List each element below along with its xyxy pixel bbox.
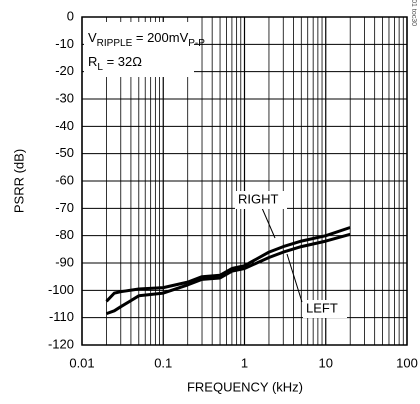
subscript: L bbox=[97, 62, 103, 73]
condition-text: VRIPPLE = 200mVP-P bbox=[88, 30, 205, 48]
x-axis-label: FREQUENCY (kHz) bbox=[187, 379, 303, 394]
y-tick-label: -110 bbox=[49, 309, 74, 324]
y-tick-label: -90 bbox=[55, 254, 74, 269]
y-tick-label: -80 bbox=[55, 227, 74, 242]
conditions-background bbox=[84, 22, 194, 77]
y-tick-label: -40 bbox=[55, 118, 74, 133]
label-background bbox=[235, 191, 287, 209]
condition-text: RL = 32Ω bbox=[88, 54, 142, 72]
y-tick-label: 0 bbox=[67, 8, 74, 23]
series-line bbox=[105, 226, 351, 303]
subscript: P-P bbox=[188, 38, 205, 49]
y-tick-label: -10 bbox=[55, 36, 74, 51]
y-tick-label: -120 bbox=[48, 336, 74, 351]
y-tick-label: -100 bbox=[48, 282, 74, 297]
x-tick-label: 0.1 bbox=[154, 355, 172, 370]
x-tick-label: 10 bbox=[319, 355, 333, 370]
text-part: V bbox=[88, 30, 97, 45]
y-tick-label: -30 bbox=[55, 90, 74, 105]
y-tick-label: -20 bbox=[55, 63, 74, 78]
y-tick-label: -50 bbox=[55, 145, 74, 160]
figure-id: MAX9701 toc30 bbox=[410, 0, 417, 26]
leader-line bbox=[286, 253, 303, 303]
y-tick-label: -60 bbox=[55, 172, 74, 187]
plot-frame bbox=[81, 16, 408, 346]
leader-line bbox=[261, 207, 276, 239]
text-part: = 32Ω bbox=[103, 54, 142, 69]
y-axis-label: PSRR (dB) bbox=[11, 149, 26, 213]
x-tick-label: 1 bbox=[241, 355, 248, 370]
text-part: = 200mV bbox=[132, 30, 188, 45]
subscript: RIPPLE bbox=[97, 38, 133, 49]
x-tick-label: 100 bbox=[396, 355, 418, 370]
series-label: LEFT bbox=[306, 300, 338, 315]
text-part: R bbox=[88, 54, 97, 69]
y-tick-label: -70 bbox=[55, 200, 74, 215]
label-background bbox=[303, 300, 347, 318]
series-label: RIGHT bbox=[238, 191, 279, 206]
x-tick-label: 0.01 bbox=[69, 355, 94, 370]
series-line bbox=[105, 232, 351, 316]
